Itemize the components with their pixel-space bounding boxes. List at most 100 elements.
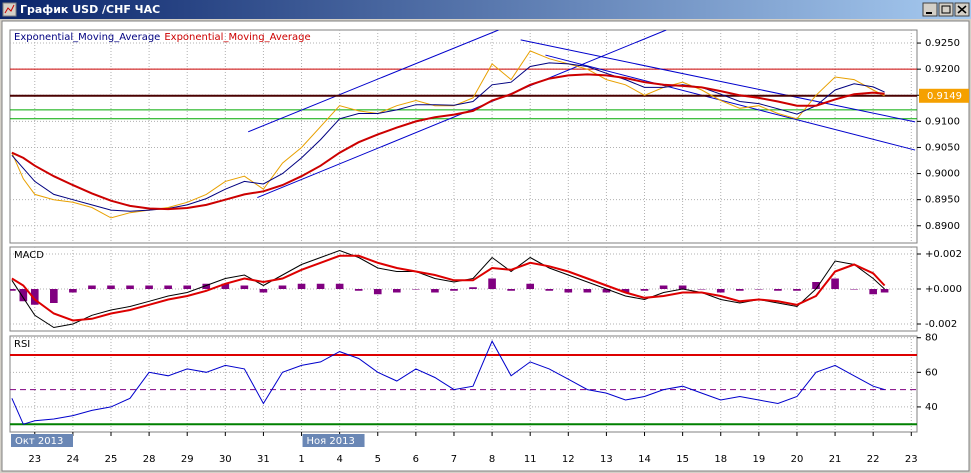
month-label: Окт 2013 [15, 436, 63, 447]
histogram-bar [831, 278, 839, 289]
series-line [11, 254, 886, 322]
histogram-bar [221, 283, 230, 289]
series-line [11, 340, 885, 425]
x-tick-label: 20 [791, 454, 804, 465]
window-icon-glyph [4, 4, 15, 14]
panel-frame [9, 335, 918, 433]
x-tick-label: 12 [562, 454, 575, 465]
histogram-bar [373, 289, 382, 295]
histogram-bar [412, 289, 420, 290]
histogram-bar [126, 285, 134, 289]
histogram-bar [19, 289, 28, 302]
histogram-bar [793, 289, 801, 291]
y-tick-label: +0.002 [925, 249, 962, 260]
x-tick-label: 31 [257, 454, 270, 465]
month-label: Ноя 2013 [307, 436, 355, 447]
histogram-bar [716, 289, 725, 293]
legend-entry: Exponential_Moving_Average [164, 32, 310, 43]
y-tick-label: 0.8950 [925, 195, 960, 206]
last-price-label: 0.9149 [927, 91, 962, 102]
y-tick-label: 0.9250 [925, 38, 960, 49]
last-price-box [919, 88, 969, 103]
histogram-bar [850, 289, 858, 290]
x-tick-label: 28 [143, 454, 156, 465]
histogram-bar [640, 289, 649, 291]
x-tick-label: 23 [905, 454, 918, 465]
month-label-box [302, 434, 365, 447]
panel-label: MACD [14, 250, 44, 261]
minimize-button[interactable] [922, 2, 938, 17]
x-tick-label: 8 [489, 454, 495, 465]
legend-entry: Exponential_Moving_Average [14, 32, 160, 43]
window-title: График USD /CHF ЧАС [20, 3, 160, 16]
x-tick-label: 5 [375, 454, 381, 465]
histogram-bar [583, 289, 592, 293]
histogram-bar [297, 283, 306, 289]
panel [10, 30, 917, 243]
histogram-bar [30, 289, 39, 305]
histogram-bar [774, 289, 782, 291]
x-tick-label: 7 [451, 454, 457, 465]
y-tick-label: 80 [925, 333, 938, 344]
histogram-bar [278, 285, 287, 289]
x-tick-label: 13 [600, 454, 613, 465]
histogram-bar [602, 289, 611, 293]
x-tick-label: 14 [638, 454, 651, 465]
histogram-bar [621, 289, 630, 293]
x-tick-label: 1 [298, 454, 304, 465]
y-tick-label: 0.9000 [925, 169, 960, 180]
histogram-bar [488, 278, 496, 289]
histogram-bar [812, 282, 820, 289]
trend-line [545, 54, 916, 151]
histogram-bar [202, 283, 211, 289]
trend-line [247, 30, 499, 133]
x-tick-label: 19 [752, 454, 765, 465]
histogram-bar [10, 289, 16, 291]
x-tick-label: 25 [105, 454, 118, 465]
histogram-bar [545, 289, 554, 291]
x-tick-label: 18 [714, 454, 727, 465]
x-tick-label: 24 [67, 454, 80, 465]
histogram-bar [354, 289, 363, 291]
histogram-bar [107, 285, 115, 289]
histogram-bar [431, 289, 439, 293]
x-tick-label: 15 [676, 454, 689, 465]
x-tick-label: 30 [219, 454, 232, 465]
y-tick-label: 0.8900 [925, 221, 960, 232]
x-tick-label: 6 [413, 454, 419, 465]
y-tick-label: 60 [925, 367, 938, 378]
panel [10, 247, 917, 331]
histogram-bar [183, 285, 192, 289]
histogram-bar [240, 285, 249, 289]
y-tick-label: +0.000 [925, 284, 962, 295]
histogram-bar [145, 285, 153, 289]
maximize-button[interactable] [938, 2, 954, 17]
x-tick-label: 29 [181, 454, 194, 465]
month-label-box [11, 434, 73, 447]
x-tick-label: 21 [829, 454, 842, 465]
series-line [11, 73, 885, 211]
histogram-bar [659, 285, 668, 289]
close-glyph [957, 5, 967, 14]
histogram-bar [392, 289, 401, 293]
title-bar [0, 0, 971, 19]
histogram-bar [697, 289, 706, 290]
x-tick-label: 22 [867, 454, 880, 465]
y-tick-label: 0.9050 [925, 142, 960, 153]
trend-line [520, 39, 916, 123]
histogram-bar [526, 283, 535, 289]
y-tick-label: 0.9200 [925, 64, 960, 75]
y-tick-label: -0.002 [925, 319, 957, 330]
histogram-bar [735, 289, 744, 291]
y-tick-label: 40 [925, 402, 938, 413]
window-buttons[interactable] [922, 2, 970, 17]
series-line [11, 62, 885, 212]
y-tick-label: 0.9100 [925, 116, 960, 127]
histogram-bar [316, 283, 325, 289]
x-tick-label: 23 [28, 454, 41, 465]
series-line [11, 249, 885, 329]
histogram-bar [450, 289, 458, 291]
histogram-bar [469, 287, 477, 289]
histogram-bar [869, 289, 877, 295]
